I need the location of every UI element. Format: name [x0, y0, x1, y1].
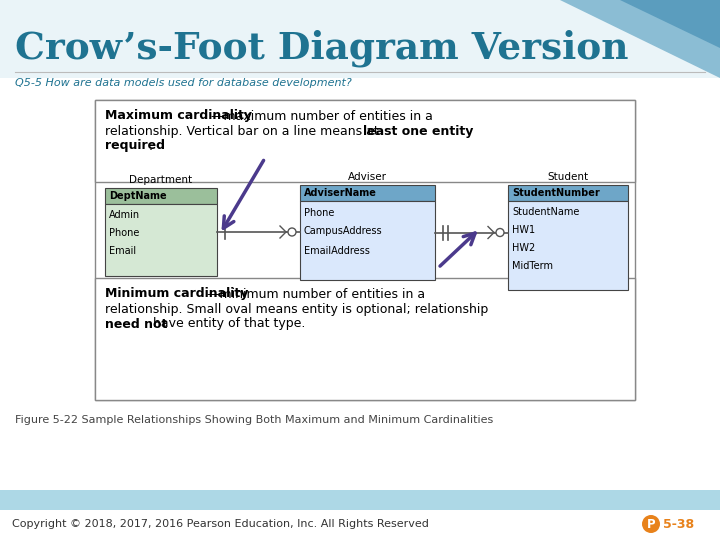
- Bar: [508, 185, 628, 201]
- Text: Maximum cardinality: Maximum cardinality: [105, 110, 252, 123]
- Text: relationship. Small oval means entity is optional; relationship: relationship. Small oval means entity is…: [105, 302, 488, 315]
- Text: Figure 5-22 Sample Relationships Showing Both Maximum and Minimum Cardinalities: Figure 5-22 Sample Relationships Showing…: [15, 415, 493, 425]
- Bar: [95, 100, 635, 182]
- Text: Student: Student: [547, 172, 588, 182]
- Text: HW1: HW1: [512, 225, 535, 235]
- Text: Q5-5 How are data models used for database development?: Q5-5 How are data models used for databa…: [15, 78, 352, 88]
- Text: EmailAddress: EmailAddress: [304, 246, 370, 255]
- Text: have entity of that type.: have entity of that type.: [149, 318, 305, 330]
- Bar: [95, 100, 635, 400]
- Text: CampusAddress: CampusAddress: [304, 226, 382, 237]
- Text: MidTerm: MidTerm: [512, 261, 553, 271]
- Text: least one entity: least one entity: [363, 125, 473, 138]
- Text: .: .: [149, 139, 153, 152]
- Text: P: P: [647, 517, 655, 530]
- Bar: [0, 0, 720, 78]
- Text: Crow’s-Foot Diagram Version: Crow’s-Foot Diagram Version: [15, 29, 629, 67]
- Text: required: required: [105, 139, 165, 152]
- Polygon shape: [620, 0, 720, 48]
- Text: Copyright © 2018, 2017, 2016 Pearson Education, Inc. All Rights Reserved: Copyright © 2018, 2017, 2016 Pearson Edu…: [12, 519, 429, 529]
- Text: 5-38: 5-38: [663, 517, 694, 530]
- Text: Adviser: Adviser: [348, 172, 387, 182]
- Polygon shape: [560, 0, 720, 78]
- Bar: [105, 204, 217, 276]
- Text: Admin: Admin: [109, 210, 140, 220]
- Text: relationship. Vertical bar on a line means at: relationship. Vertical bar on a line mea…: [105, 125, 383, 138]
- Text: HW2: HW2: [512, 243, 535, 253]
- Bar: [300, 185, 435, 201]
- Text: StudentName: StudentName: [512, 207, 580, 217]
- Bar: [0, 78, 720, 490]
- Text: need not: need not: [105, 318, 167, 330]
- Text: Phone: Phone: [304, 207, 334, 218]
- Circle shape: [642, 515, 660, 533]
- Text: Email: Email: [109, 246, 136, 256]
- Text: —maximum number of entities in a: —maximum number of entities in a: [211, 110, 433, 123]
- Bar: [95, 278, 635, 400]
- Text: Minimum cardinality: Minimum cardinality: [105, 287, 248, 300]
- Bar: [105, 188, 217, 204]
- Text: —minimum number of entities in a: —minimum number of entities in a: [207, 287, 425, 300]
- Text: Phone: Phone: [109, 228, 140, 238]
- Text: StudentNumber: StudentNumber: [512, 188, 600, 198]
- Text: Department: Department: [130, 175, 192, 185]
- Text: AdviserName: AdviserName: [304, 188, 377, 198]
- Bar: [508, 201, 628, 290]
- Bar: [0, 490, 720, 510]
- Ellipse shape: [288, 228, 296, 236]
- Ellipse shape: [496, 228, 504, 237]
- Bar: [300, 201, 435, 280]
- Text: DeptName: DeptName: [109, 191, 166, 201]
